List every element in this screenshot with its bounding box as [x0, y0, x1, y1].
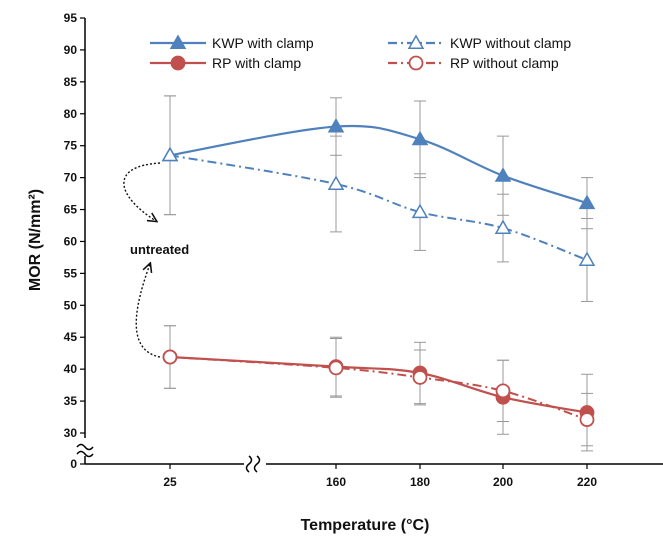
- series-3-point: [579, 412, 595, 427]
- series-3-point: [495, 383, 511, 399]
- y-tick-label: 40: [64, 362, 78, 376]
- x-tick-label: 180: [410, 475, 430, 489]
- series-0-point: [411, 130, 429, 146]
- y-axis-break-mark: [76, 443, 94, 451]
- y-tick-label: 35: [64, 394, 78, 408]
- series-0-point: [494, 167, 512, 182]
- y-tick-label: 90: [64, 43, 78, 57]
- series-0-point: [327, 118, 345, 133]
- x-tick-label: 160: [326, 475, 346, 489]
- legend-marker-2: [170, 55, 186, 71]
- y-tick-label: 65: [64, 203, 78, 217]
- series-0-point: [578, 194, 596, 210]
- x-axis-break-mark: [245, 455, 253, 473]
- legend-marker-3: [408, 55, 424, 71]
- y-axis-ticks: 0 30 35 40 45 50 55 60 65 70 75 80 85 90 95: [64, 11, 85, 471]
- x-tick-label: 25: [163, 475, 177, 489]
- series-line-2: [169, 355, 588, 414]
- y-tick-label: 95: [64, 11, 78, 25]
- legend-marker-1: [407, 34, 425, 49]
- legend-marker-0: [169, 34, 187, 49]
- y-axis-title: MOR (N/mm²): [27, 189, 44, 291]
- y-tick-label: 60: [64, 234, 78, 248]
- y-tick-label: 50: [64, 298, 78, 312]
- series-markers: [161, 118, 596, 427]
- series-line-1: [169, 154, 588, 261]
- legend-label-3: RP without clamp: [450, 55, 559, 71]
- y-axis-break-mark: [76, 450, 94, 458]
- legend-label-1: KWP without clamp: [450, 35, 571, 51]
- y-tick-label: 45: [64, 330, 78, 344]
- series-1-point: [411, 203, 429, 219]
- y-tick-label: 30: [64, 426, 78, 440]
- y-tick-label: 70: [64, 171, 78, 185]
- y-tick-label: 55: [64, 266, 78, 280]
- series-1-point: [578, 251, 596, 266]
- x-axis-title: Temperature (°C): [301, 517, 430, 534]
- series-1-point: [161, 146, 179, 162]
- series-3-point: [412, 370, 428, 385]
- x-tick-label: 200: [493, 475, 513, 489]
- y-tick-label: 80: [64, 107, 78, 121]
- series-1-point: [327, 175, 345, 190]
- annotation-arrow-upper: [123, 162, 161, 221]
- untreated-annotation: untreated: [123, 162, 189, 358]
- annotation-arrow-lower: [135, 264, 161, 358]
- annotation-label: untreated: [130, 242, 189, 257]
- y-tick-label: 85: [64, 75, 78, 89]
- x-axis-break-mark: [253, 455, 261, 473]
- series-3-point: [328, 360, 344, 376]
- series-3-point: [162, 349, 178, 365]
- series-lines: [169, 124, 588, 421]
- y-tick-label: 0: [70, 457, 77, 471]
- series-1-point: [494, 219, 512, 235]
- legend: KWP with clamp KWP without clamp RP with c…: [150, 34, 571, 71]
- x-axis-break-mask: [244, 455, 266, 473]
- legend-label-2: RP with clamp: [212, 55, 301, 71]
- legend-label-0: KWP with clamp: [212, 35, 314, 51]
- y-tick-label: 75: [64, 139, 78, 153]
- series-line-3: [169, 356, 588, 421]
- x-axis-ticks: 25 160 180 200 220: [163, 464, 597, 489]
- x-tick-label: 220: [577, 475, 597, 489]
